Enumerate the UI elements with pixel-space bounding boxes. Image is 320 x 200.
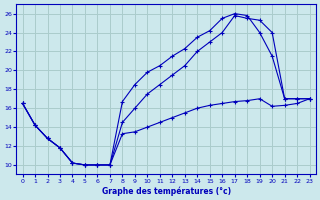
X-axis label: Graphe des températures (°c): Graphe des températures (°c)	[101, 186, 231, 196]
